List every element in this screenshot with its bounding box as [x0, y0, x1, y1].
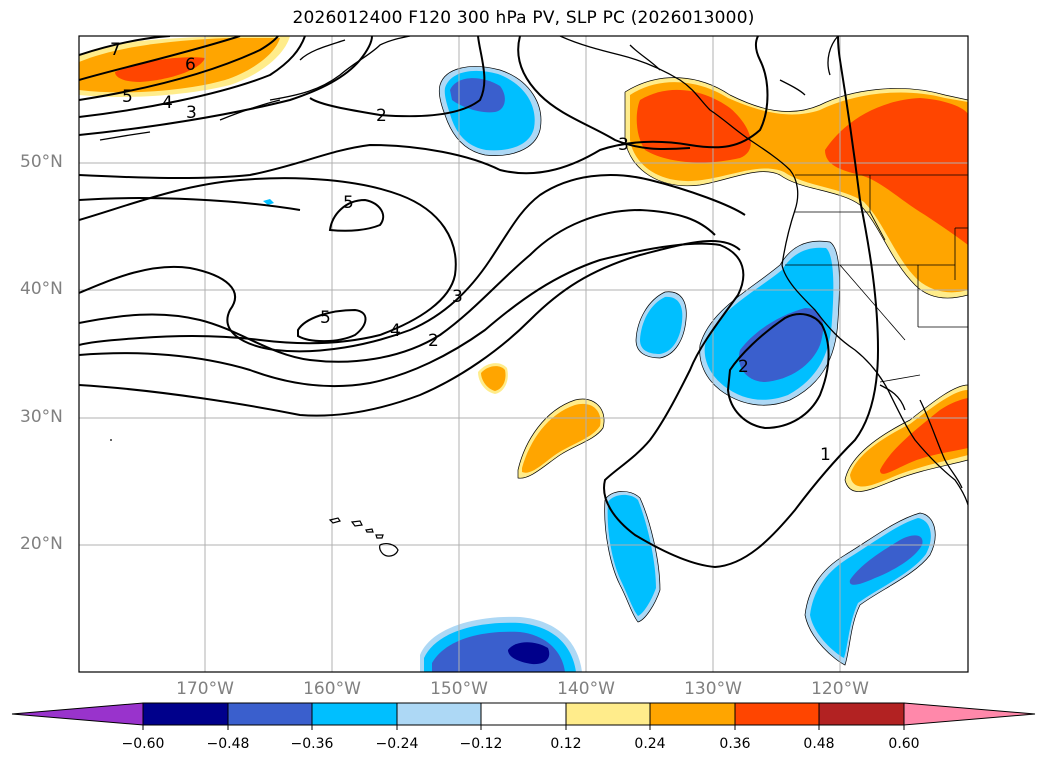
colorbar-bin: [142, 702, 229, 726]
colorbar-bin: [734, 702, 820, 726]
lon-label: 160°W: [303, 679, 361, 699]
map-plot-area: 7 6 5 4 3 2 3 5 5 4 3 2 2 1: [79, 36, 968, 672]
colorbar: [11, 702, 1036, 730]
colorbar-tick-label: −0.12: [459, 736, 503, 752]
lon-label: 130°W: [684, 679, 742, 699]
lon-label: 170°W: [176, 679, 234, 699]
lon-label: 140°W: [557, 679, 615, 699]
pv-positive-anomalies: [79, 36, 968, 492]
contour-label: 5: [343, 193, 354, 213]
contour-label: 3: [452, 287, 463, 307]
contour-label: 5: [320, 308, 331, 328]
contour-label: 2: [376, 106, 387, 126]
hawaii-islands: [110, 439, 399, 557]
lat-label: 40°N: [20, 279, 63, 299]
colorbar-bin: [565, 702, 651, 726]
lat-label: 30°N: [20, 407, 63, 427]
us-state-borders: [785, 174, 968, 383]
colorbar-tick-label: 0.60: [888, 736, 920, 752]
colorbar-bin: [818, 702, 905, 726]
colorbar-extend-low: [11, 702, 144, 726]
lon-label: 120°W: [811, 679, 869, 699]
lon-label: 150°W: [430, 679, 488, 699]
contour-label: 4: [390, 321, 401, 341]
colorbar-tick-label: 0.24: [634, 736, 666, 752]
map-gridlines: [79, 36, 968, 672]
contour-label: 4: [162, 93, 173, 113]
pv-outline-contours: [438, 66, 968, 666]
colorbar-bin: [396, 702, 482, 726]
contour-label: 7: [110, 40, 121, 60]
contour-label: 5: [122, 87, 133, 107]
lat-label: 20°N: [20, 534, 63, 554]
colorbar-bin: [480, 702, 567, 726]
colorbar-tick-label: 0.12: [550, 736, 582, 752]
colorbar-tick-label: −0.24: [375, 736, 419, 752]
colorbar-bin: [649, 702, 736, 726]
map-title: 2026012400 F120 300 hPa PV, SLP PC (2026…: [292, 8, 755, 28]
contour-label: 3: [618, 135, 629, 155]
colorbar-bin: [311, 702, 398, 726]
contour-label: 3: [186, 103, 197, 123]
colorbar-extend-high: [903, 702, 1036, 726]
slp-contours: [79, 36, 880, 569]
colorbar-bin: [227, 702, 313, 726]
contour-label: 2: [738, 357, 749, 377]
map-frame: [78, 35, 969, 673]
colorbar-tick-label: −0.48: [206, 736, 250, 752]
colorbar-tick-label: 0.36: [719, 736, 751, 752]
lat-label: 50°N: [20, 152, 63, 172]
coastlines: [99, 36, 968, 506]
slp-contour-labels: 7 6 5 4 3 2 3 5 5 4 3 2 2 1: [110, 40, 831, 465]
colorbar-ticks: [142, 725, 905, 730]
colorbar-tick-label: −0.36: [290, 736, 334, 752]
colorbar-tick-label: 0.48: [803, 736, 835, 752]
colorbar-tick-label: −0.60: [121, 736, 165, 752]
contour-label: 6: [185, 55, 196, 75]
contour-label: 1: [820, 445, 831, 465]
contour-label: 2: [428, 331, 439, 351]
